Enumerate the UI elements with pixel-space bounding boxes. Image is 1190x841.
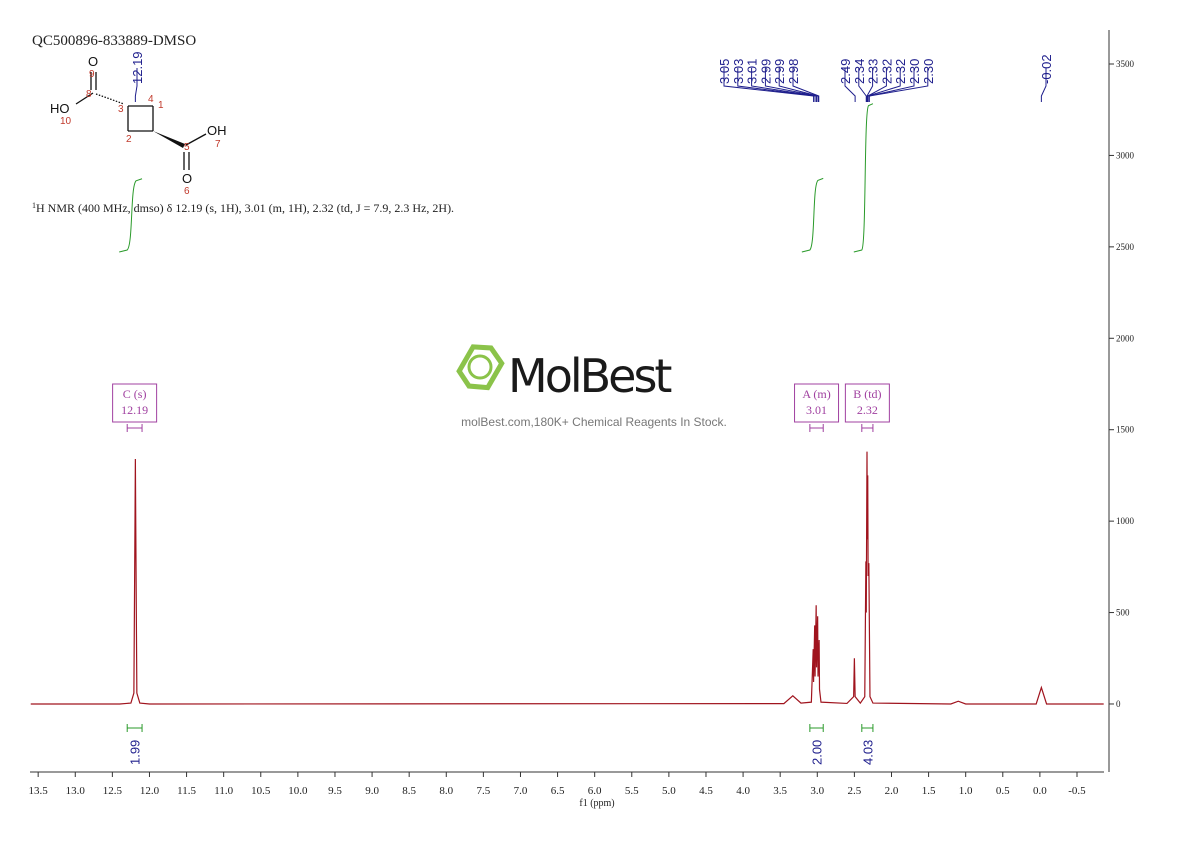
- description-text: H NMR (400 MHz, dmso) δ 12.19 (s, 1H), 3…: [36, 201, 454, 215]
- x-tick-label: 1.5: [922, 785, 936, 797]
- tagline: molBest.com,180K+ Chemical Reagents In S…: [461, 415, 727, 429]
- multiplet-shift: 2.32: [857, 403, 878, 417]
- y-tick-label: 3500: [1116, 59, 1135, 69]
- atom-label: O: [182, 171, 192, 186]
- multiplet-label: A (m): [802, 387, 830, 401]
- structure: O 9 8 HO 10 3 4 2 1 5 OH 7 O 6: [50, 54, 227, 197]
- y-tick-label: 2500: [1116, 242, 1135, 252]
- y-tick-label: 1500: [1116, 425, 1135, 435]
- y-tick-label: 1000: [1116, 516, 1135, 526]
- x-tick-label: 7.0: [514, 785, 528, 797]
- peak-marker: [844, 68, 856, 102]
- integral-curve: [853, 103, 874, 253]
- peak-marker: [792, 68, 820, 102]
- x-tick-label: 12.0: [140, 785, 160, 797]
- peak-marker: [868, 68, 929, 102]
- multiplet-bracket: [126, 424, 143, 432]
- multiplet-box: [112, 383, 158, 423]
- atom-number: 1: [158, 100, 164, 111]
- x-tick-label: 5.0: [662, 785, 676, 797]
- superscript: 1: [32, 201, 36, 210]
- integral-label: 4.03: [860, 740, 875, 765]
- nmr-description: 1H NMR (400 MHz, dmso) δ 12.19 (s, 1H), …: [32, 201, 454, 215]
- x-tick-label: 10.0: [288, 785, 308, 797]
- peak-marker: [1040, 68, 1047, 102]
- x-tick-label: 2.5: [848, 785, 862, 797]
- atom-number: 5: [184, 142, 190, 153]
- atom-number: 2: [126, 134, 132, 145]
- x-tick-label: 0.0: [1033, 785, 1047, 797]
- integral-bracket: [861, 724, 874, 732]
- integral-label: 2.00: [810, 740, 825, 765]
- peak-marker: [134, 68, 138, 102]
- peak-marker: [858, 68, 867, 102]
- x-tick-label: 3.0: [810, 785, 824, 797]
- integral-curve: [801, 177, 824, 253]
- integral-bracket: [126, 724, 143, 732]
- spectrum: [30, 451, 1104, 705]
- x-tick-label: 11.0: [214, 785, 233, 797]
- multiplet-shift: 12.19: [121, 403, 148, 417]
- atom-number: 10: [60, 116, 72, 127]
- y-tick-label: 3000: [1116, 150, 1135, 160]
- atom-number: 4: [148, 94, 154, 105]
- x-tick-label: 8.5: [402, 785, 416, 797]
- multiplet-box: [794, 383, 840, 423]
- sample-title: QC500896-833889-DMSO: [32, 33, 196, 49]
- x-tick-label: 6.5: [551, 785, 565, 797]
- peak-marker: [751, 68, 818, 102]
- y-tick-label: 0: [1116, 699, 1121, 709]
- peak-marker: [737, 68, 816, 102]
- atom-number: 7: [215, 139, 221, 150]
- peak-marker: [867, 68, 901, 102]
- x-tick-label: 2.0: [885, 785, 899, 797]
- x-tick-label: 9.5: [328, 785, 342, 797]
- x-tick-label: 0.5: [996, 785, 1010, 797]
- x-tick-label: 12.5: [103, 785, 123, 797]
- integral-label: 1.99: [128, 740, 143, 765]
- multiplet-box: [844, 383, 890, 423]
- x-tick-label: 6.0: [588, 785, 602, 797]
- x-tick-label: 4.0: [736, 785, 750, 797]
- atom-label: O: [88, 54, 98, 69]
- x-tick-label: 7.5: [476, 785, 490, 797]
- x-tick-label: 13.0: [66, 785, 86, 797]
- atom-label: HO: [50, 101, 70, 116]
- x-tick-label: 3.5: [773, 785, 787, 797]
- peak-marker: [723, 68, 815, 102]
- atom-number: 6: [184, 186, 190, 197]
- x-tick-label: -0.5: [1068, 785, 1086, 797]
- x-tick-label: 11.5: [177, 785, 196, 797]
- multiplet-shift: 3.01: [806, 403, 827, 417]
- multiplet-bracket: [809, 424, 824, 432]
- x-tick-label: 10.5: [251, 785, 271, 797]
- y-tick-label: 2000: [1116, 333, 1135, 343]
- multiplet-label: C (s): [123, 387, 147, 401]
- peak-marker: [866, 68, 874, 102]
- watermark: MolBest molBest.com,180K+ Chemical Reage…: [456, 344, 727, 429]
- atom-number: 9: [89, 69, 95, 80]
- atom-number: 8: [86, 89, 92, 100]
- x-tick-label: 8.0: [439, 785, 453, 797]
- integral-bracket: [809, 724, 824, 732]
- x-tick-label: 4.5: [699, 785, 713, 797]
- x-axis-label: f1 (ppm): [579, 798, 614, 809]
- multiplet-label: B (td): [853, 387, 881, 401]
- integral-curve: [119, 178, 143, 253]
- x-tick-label: 5.5: [625, 785, 639, 797]
- x-tick-label: 1.0: [959, 785, 973, 797]
- brand: MolBest: [508, 349, 671, 403]
- atom-label: OH: [207, 123, 227, 138]
- peak-marker: [778, 68, 819, 102]
- peak-label: 12.19: [130, 51, 145, 84]
- y-tick-label: 500: [1116, 608, 1130, 618]
- atom-number: 3: [118, 104, 124, 115]
- multiplet-bracket: [861, 424, 874, 432]
- x-tick-label: 13.5: [29, 785, 49, 797]
- x-tick-label: 9.0: [365, 785, 379, 797]
